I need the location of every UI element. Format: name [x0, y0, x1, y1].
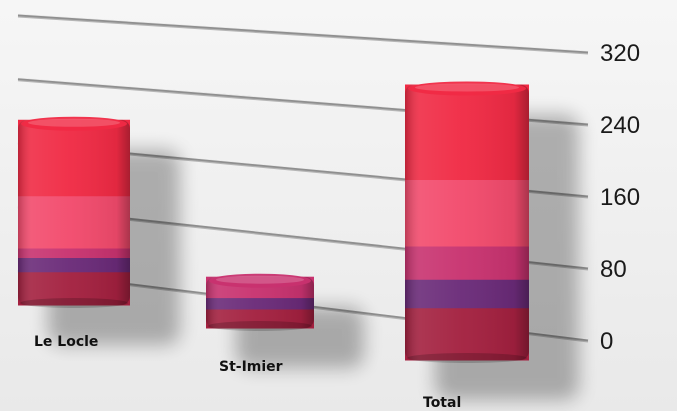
bar-shading [18, 119, 130, 305]
labels: 0 80 160 240 320 Le Locle St-Imier Total [34, 40, 640, 411]
bar-bottom-edge [407, 353, 527, 363]
bar-top-highlight [415, 83, 519, 92]
y-tick-label: 80 [600, 256, 627, 283]
gridline [17, 13, 589, 54]
bar-top-face [209, 273, 311, 288]
bar-bottom-edge [20, 298, 128, 308]
bar-total [405, 81, 529, 363]
y-tick-label: 0 [600, 328, 613, 355]
bar-bottom-edge [208, 321, 312, 331]
category-label: Le Locle [34, 334, 98, 350]
bar-top-highlight [28, 118, 120, 127]
gridline-highlight [17, 13, 589, 52]
bar-top-face [21, 116, 127, 131]
bar-shading [405, 84, 529, 360]
bar-shading [206, 276, 314, 328]
category-label: St-Imier [219, 359, 283, 375]
bar-top-face [408, 81, 526, 96]
bars [18, 81, 529, 363]
y-tick-label: 320 [600, 40, 640, 67]
bar-le-locle [18, 116, 130, 308]
bar-st-imier [206, 273, 314, 331]
y-tick-label: 160 [600, 184, 640, 211]
category-label: Total [423, 395, 461, 411]
gridline-shadow [17, 15, 589, 55]
bar-top-highlight [216, 275, 304, 284]
y-tick-label: 240 [600, 112, 640, 139]
